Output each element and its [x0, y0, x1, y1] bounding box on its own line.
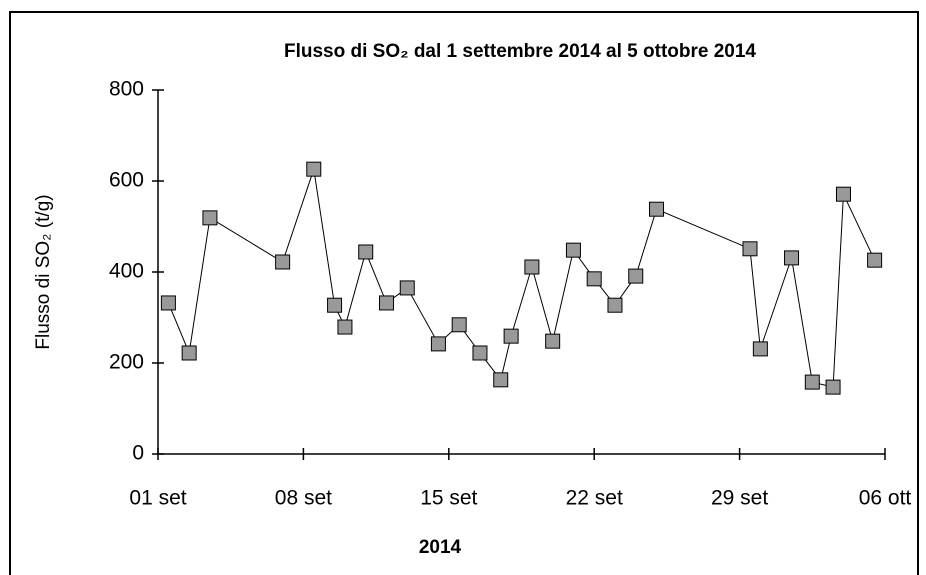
- data-point: [565, 242, 581, 258]
- y-tick-label: 400: [109, 260, 144, 283]
- data-point: [493, 372, 509, 388]
- y-axis-label: Flusso di SO₂ (t/g): [33, 194, 54, 349]
- data-point: [181, 345, 197, 361]
- data-point: [327, 297, 343, 313]
- y-tick-label: 0: [132, 442, 144, 465]
- data-point: [306, 161, 322, 177]
- data-point: [784, 250, 800, 266]
- data-point: [358, 244, 374, 260]
- chart-title: Flusso di SO₂ dal 1 settembre 2014 al 5 …: [284, 41, 756, 62]
- data-point: [825, 379, 841, 395]
- data-point: [628, 268, 644, 284]
- data-point: [337, 319, 353, 335]
- x-tick-label: 01 set: [129, 487, 186, 510]
- data-point: [586, 271, 602, 287]
- y-tick-label: 600: [109, 169, 144, 192]
- data-point: [202, 210, 218, 226]
- x-tick-label: 15 set: [420, 487, 477, 510]
- data-point: [275, 254, 291, 270]
- data-point: [867, 252, 883, 268]
- data-point: [607, 297, 623, 313]
- x-tick-label: 29 set: [711, 487, 768, 510]
- data-point: [451, 317, 467, 333]
- data-point: [649, 201, 665, 217]
- x-tick-label: 06 ott: [859, 487, 912, 510]
- data-point: [503, 328, 519, 344]
- x-tick-label: 22 set: [566, 487, 623, 510]
- data-point: [472, 345, 488, 361]
- data-point: [835, 186, 851, 202]
- y-tick-label: 200: [109, 351, 144, 374]
- data-point: [430, 336, 446, 352]
- x-tick-label: 08 set: [275, 487, 332, 510]
- data-point: [545, 333, 561, 349]
- x-axis-label: 2014: [419, 537, 462, 558]
- chart-frame: [9, 11, 919, 575]
- data-point: [524, 259, 540, 275]
- data-point: [804, 374, 820, 390]
- data-point: [752, 341, 768, 357]
- data-point: [378, 295, 394, 311]
- data-point: [160, 295, 176, 311]
- y-tick-label: 800: [109, 78, 144, 101]
- data-point: [399, 280, 415, 296]
- data-point: [742, 241, 758, 257]
